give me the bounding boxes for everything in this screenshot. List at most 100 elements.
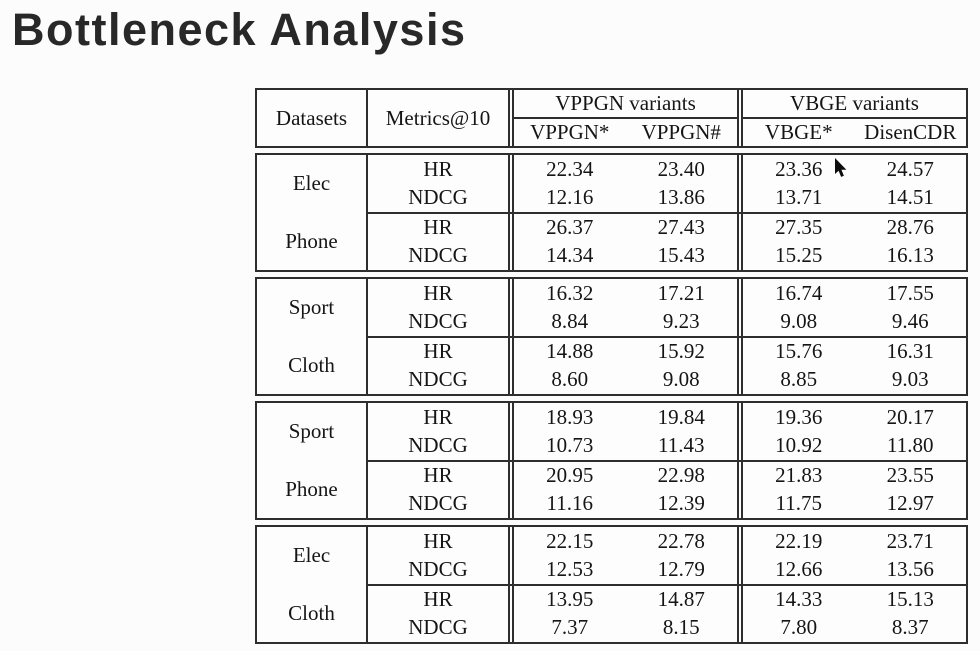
value-cell: 27.35	[775, 215, 823, 240]
metric-cell: NDCG	[408, 367, 468, 392]
table-block: Elec Cloth HR 22.15 22.78 22.19 23.71 NDCG 12.53…	[255, 525, 968, 644]
metric-cell: NDCG	[408, 308, 468, 333]
value-cell: 8.37	[891, 615, 929, 640]
table-row: NDCG 8.84 9.23 9.08 9.46	[368, 307, 966, 336]
metrics-area: HR 22.15 22.78 22.19 23.71 NDCG 12.53 12.79 12.6…	[368, 527, 966, 642]
value-cell: 28.76	[886, 215, 934, 240]
header-group-vppgn-label: VPPGN variants	[514, 90, 737, 119]
table-row: HR 20.95 22.98 21.83 23.55	[368, 461, 966, 490]
header-col-vppgn-hash: VPPGN#	[641, 120, 721, 144]
vppgn-section: 10.73 11.43	[508, 431, 737, 460]
vbge-section: 9.08 9.46	[737, 307, 966, 336]
value-cell: 16.31	[886, 339, 934, 364]
metric-cell: HR	[423, 339, 453, 364]
value-cell: 8.84	[551, 308, 589, 333]
value-cell: 12.53	[546, 556, 594, 581]
value-cell: 10.73	[546, 432, 594, 457]
value-cell: 13.95	[546, 587, 594, 612]
vbge-section: 11.75 12.97	[737, 489, 966, 518]
datasets-column: Elec Phone	[257, 155, 368, 270]
vbge-section: 13.71 14.51	[737, 183, 966, 212]
value-cell: 26.37	[546, 215, 594, 240]
metric-cell: HR	[423, 404, 453, 429]
header-group-vbge-label: VBGE variants	[743, 90, 966, 119]
dataset-subblock: HR 22.15 22.78 22.19 23.71 NDCG 12.53 12.79 12.6…	[368, 527, 966, 584]
dataset-label: Cloth	[288, 600, 335, 625]
table-row: NDCG 11.16 12.39 11.75 12.97	[368, 489, 966, 518]
dataset-label: Sport	[288, 419, 335, 444]
value-cell: 7.37	[551, 615, 589, 640]
vppgn-section: 11.16 12.39	[508, 489, 737, 518]
table-row: HR 13.95 14.87 14.33 15.13	[368, 585, 966, 614]
value-cell: 17.21	[657, 280, 705, 305]
dataset-label: Elec	[292, 171, 331, 196]
table-row: NDCG 14.34 15.43 15.25 16.13	[368, 241, 966, 270]
value-cell: 23.40	[657, 156, 705, 181]
header-group-vppgn: VPPGN variants VPPGN* VPPGN#	[508, 90, 737, 146]
value-cell: 16.74	[775, 280, 823, 305]
datasets-column: Elec Cloth	[257, 527, 368, 642]
metric-cell: HR	[423, 280, 453, 305]
vppgn-section: 8.84 9.23	[508, 307, 737, 336]
vbge-section: 21.83 23.55	[737, 461, 966, 490]
table-row: HR 18.93 19.84 19.36 20.17	[368, 403, 966, 432]
vbge-section: 27.35 28.76	[737, 213, 966, 242]
vbge-section: 14.33 15.13	[737, 585, 966, 614]
page-title: Bottleneck Analysis	[12, 4, 467, 55]
vppgn-section: 26.37 27.43	[508, 213, 737, 242]
header-datasets-cell: Datasets	[257, 90, 368, 146]
value-cell: 8.85	[780, 367, 818, 392]
value-cell: 15.25	[775, 243, 823, 268]
vppgn-section: 7.37 8.15	[508, 613, 737, 642]
table-block: Sport Cloth HR 16.32 17.21 16.74 17.55 NDCG 8.84…	[255, 277, 968, 396]
dataset-subblock: HR 26.37 27.43 27.35 28.76 NDCG 14.34 15.43 15.2…	[368, 211, 966, 270]
dataset-label: Elec	[292, 543, 331, 568]
vppgn-section: 16.32 17.21	[508, 279, 737, 308]
table-row: NDCG 7.37 8.15 7.80 8.37	[368, 613, 966, 642]
vbge-section: 23.36 24.57	[737, 155, 966, 184]
metric-cell: NDCG	[408, 491, 468, 516]
value-cell: 12.66	[775, 556, 823, 581]
value-cell: 14.33	[775, 587, 823, 612]
mouse-arrow-cursor	[835, 158, 847, 177]
dataset-label: Cloth	[288, 352, 335, 377]
header-group-vppgn-cols: VPPGN* VPPGN#	[514, 119, 737, 146]
value-cell: 15.76	[775, 339, 823, 364]
value-cell: 15.13	[886, 587, 934, 612]
vbge-section: 10.92 11.80	[737, 431, 966, 460]
value-cell: 8.15	[662, 615, 700, 640]
value-cell: 22.34	[546, 156, 594, 181]
value-cell: 22.15	[546, 528, 594, 553]
vbge-section: 15.76 16.31	[737, 337, 966, 366]
header-group-vbge: VBGE variants VBGE* DisenCDR	[737, 90, 966, 146]
value-cell: 12.16	[546, 184, 594, 209]
table-row: NDCG 10.73 11.43 10.92 11.80	[368, 431, 966, 460]
header-group-vbge-cols: VBGE* DisenCDR	[743, 119, 966, 146]
value-cell: 12.79	[657, 556, 705, 581]
dataset-subblock: HR 14.88 15.92 15.76 16.31 NDCG 8.60 9.08 8.85 9.…	[368, 335, 966, 394]
vbge-section: 7.80 8.37	[737, 613, 966, 642]
metric-cell: HR	[423, 463, 453, 488]
vbge-section: 12.66 13.56	[737, 555, 966, 584]
table-row: NDCG 12.53 12.79 12.66 13.56	[368, 555, 966, 584]
dataset-label: Phone	[285, 476, 338, 501]
table-row: NDCG 12.16 13.86 13.71 14.51	[368, 183, 966, 212]
dataset-subblock: HR 16.32 17.21 16.74 17.55 NDCG 8.84 9.23 9.08 9.…	[368, 279, 966, 336]
value-cell: 13.86	[657, 184, 705, 209]
value-cell: 16.13	[886, 243, 934, 268]
header-col-disencdr: DisenCDR	[864, 120, 957, 144]
metric-cell: HR	[423, 587, 453, 612]
metrics-area: HR 22.34 23.40 23.36 24.57 NDCG 12.16 13.86 13.7…	[368, 155, 966, 270]
value-cell: 13.71	[775, 184, 823, 209]
vppgn-section: 14.88 15.92	[508, 337, 737, 366]
vppgn-section: 8.60 9.08	[508, 365, 737, 394]
value-cell: 15.92	[657, 339, 705, 364]
header-col-vbge-star: VBGE*	[764, 120, 833, 144]
value-cell: 19.36	[775, 404, 823, 429]
value-cell: 18.93	[546, 404, 594, 429]
value-cell: 8.60	[551, 367, 589, 392]
value-cell: 17.55	[886, 280, 934, 305]
metric-cell: NDCG	[408, 432, 468, 457]
value-cell: 21.83	[775, 463, 823, 488]
